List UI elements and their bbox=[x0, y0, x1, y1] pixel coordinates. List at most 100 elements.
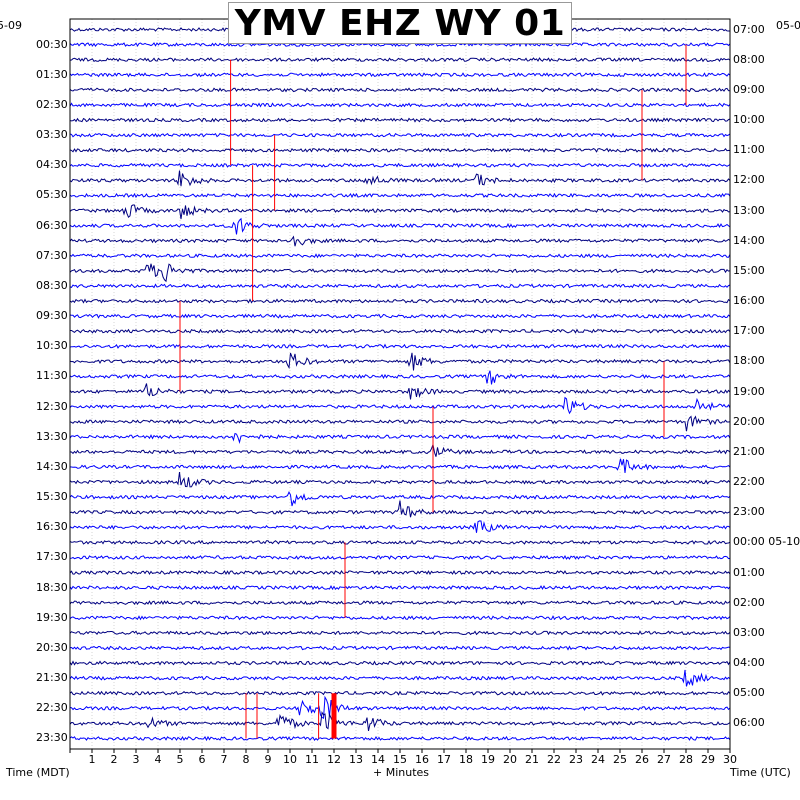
y-tick-label-left: 04:30 bbox=[36, 158, 68, 172]
y-tick-label-right: 15:00 bbox=[733, 263, 765, 277]
y-tick-label-right: 00:00 05-10 bbox=[733, 535, 800, 549]
title-box: YMV EHZ WY 01 bbox=[228, 2, 572, 44]
trace-line bbox=[69, 102, 731, 108]
trace-line bbox=[70, 328, 731, 334]
x-axis-ticks bbox=[69, 749, 731, 753]
plot-frame bbox=[69, 18, 731, 750]
trace-line bbox=[69, 396, 731, 415]
trace-line bbox=[69, 147, 731, 153]
y-tick-label-left: 17:30 bbox=[36, 550, 68, 564]
y-tick-label-left: 01:30 bbox=[36, 67, 68, 81]
trace-line bbox=[69, 298, 731, 304]
x-tick-label: 24 bbox=[591, 753, 605, 766]
y-tick-label-left: 11:30 bbox=[36, 369, 68, 383]
x-tick-label: 15 bbox=[393, 753, 407, 766]
x-tick-label: 1 bbox=[88, 753, 96, 766]
y-tick-label-right: 18:00 bbox=[733, 354, 765, 368]
y-tick-label-right: 04:00 bbox=[733, 656, 765, 670]
y-tick-label-right: 10:00 bbox=[733, 113, 765, 127]
x-tick-label: 3 bbox=[132, 753, 140, 766]
trace-line bbox=[69, 170, 731, 187]
y-tick-label-right: 20:00 bbox=[733, 414, 765, 428]
x-tick-label: 22 bbox=[547, 753, 561, 766]
trace-line bbox=[69, 217, 731, 235]
y-tick-label-left: 14:30 bbox=[36, 459, 68, 473]
y-tick-label-left: 02:30 bbox=[36, 97, 68, 111]
x-tick-label: 14 bbox=[371, 753, 385, 766]
x-tick-label: 4 bbox=[154, 753, 162, 766]
x-tick-label: 18 bbox=[459, 753, 473, 766]
y-tick-label-left: 00:30 bbox=[36, 37, 68, 51]
y-tick-label-left: 16:30 bbox=[36, 520, 68, 534]
y-tick-label-left: 20:30 bbox=[36, 640, 68, 654]
y-axis-left-label: Time (MDT) bbox=[6, 766, 70, 779]
y-tick-label-left: 22:30 bbox=[36, 701, 68, 715]
trace-line bbox=[69, 584, 731, 591]
trace-line bbox=[69, 600, 731, 606]
trace-line bbox=[69, 472, 731, 488]
x-tick-label: 16 bbox=[415, 753, 429, 766]
trace-line bbox=[69, 570, 731, 576]
y-tick-label-left: 03:30 bbox=[36, 128, 68, 142]
x-tick-label: 19 bbox=[481, 753, 495, 766]
trace-line bbox=[69, 554, 731, 560]
trace-line bbox=[69, 442, 731, 457]
trace-line bbox=[69, 192, 731, 199]
x-tick-label: 17 bbox=[437, 753, 451, 766]
y-tick-label-right: 09:00 bbox=[733, 82, 765, 96]
x-tick-label: 12 bbox=[327, 753, 341, 766]
x-tick-label: 28 bbox=[679, 753, 693, 766]
y-tick-label-right: 12:00 bbox=[733, 173, 765, 187]
y-tick-label-right: 03:00 bbox=[733, 625, 765, 639]
y-tick-label-left: 06:30 bbox=[36, 218, 68, 232]
trace-line bbox=[69, 695, 731, 720]
x-axis-label: + Minutes bbox=[373, 766, 430, 779]
x-tick-label: 2 bbox=[110, 753, 118, 766]
y-tick-label-left: 10:30 bbox=[36, 339, 68, 353]
left-date-label: 05-09 bbox=[0, 19, 22, 32]
trace-line bbox=[69, 87, 731, 93]
y-axis-right-label: Time (UTC) bbox=[730, 766, 791, 779]
trace-line bbox=[69, 735, 731, 742]
trace-line bbox=[69, 253, 731, 259]
y-tick-label-right: 19:00 bbox=[733, 384, 765, 398]
trace-line bbox=[69, 343, 731, 349]
x-tick-label: 21 bbox=[525, 753, 539, 766]
trace-line bbox=[69, 117, 731, 123]
trace-line bbox=[69, 263, 731, 283]
x-tick-label: 11 bbox=[305, 753, 319, 766]
trace-line bbox=[69, 313, 731, 319]
trace-line bbox=[69, 490, 731, 507]
y-tick-label-right: 06:00 bbox=[733, 716, 765, 730]
x-tick-label: 25 bbox=[613, 753, 627, 766]
trace-line bbox=[69, 630, 731, 636]
x-tick-label: 23 bbox=[569, 753, 583, 766]
y-tick-label-left: 05:30 bbox=[36, 188, 68, 202]
y-tick-label-left: 12:30 bbox=[36, 399, 68, 413]
y-tick-label-right: 08:00 bbox=[733, 52, 765, 66]
y-tick-label-right: 05:00 bbox=[733, 686, 765, 700]
y-tick-label-left: 13:30 bbox=[36, 429, 68, 443]
y-tick-label-left: 08:30 bbox=[36, 278, 68, 292]
trace-line bbox=[69, 690, 731, 696]
right-date-label: 05-0 bbox=[776, 19, 800, 32]
trace-line bbox=[69, 711, 731, 732]
y-tick-label-right: 13:00 bbox=[733, 203, 765, 217]
trace-line bbox=[69, 235, 731, 247]
y-tick-label-left: 07:30 bbox=[36, 248, 68, 262]
trace-line bbox=[69, 520, 731, 533]
y-tick-label-right: 17:00 bbox=[733, 324, 765, 338]
y-tick-label-right: 07:00 bbox=[733, 22, 765, 36]
trace-line bbox=[69, 162, 731, 168]
x-tick-label: 30 bbox=[723, 753, 737, 766]
x-tick-label: 29 bbox=[701, 753, 715, 766]
trace-line bbox=[69, 669, 731, 687]
trace-line bbox=[69, 41, 731, 48]
x-tick-label: 13 bbox=[349, 753, 363, 766]
y-tick-label-right: 16:00 bbox=[733, 294, 765, 308]
y-tick-label-right: 21:00 bbox=[733, 444, 765, 458]
y-tick-label-right: 23:00 bbox=[733, 505, 765, 519]
x-tick-label: 6 bbox=[198, 753, 206, 766]
trace-line bbox=[69, 458, 731, 474]
